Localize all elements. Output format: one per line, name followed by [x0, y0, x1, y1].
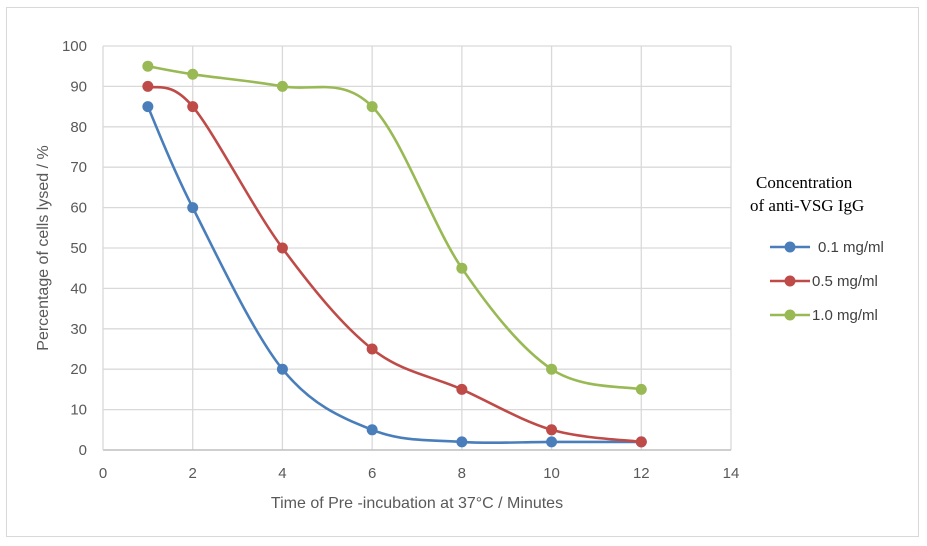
data-point	[187, 202, 199, 214]
axes	[102, 46, 731, 451]
series-1-0-mg-ml	[142, 60, 647, 395]
y-tick-label: 40	[70, 280, 87, 297]
series-0-1-mg-ml	[142, 101, 647, 448]
x-tick-label: 2	[189, 465, 197, 482]
legend-swatch-marker	[784, 241, 796, 253]
y-tick-label: 60	[70, 200, 87, 217]
data-point	[546, 363, 558, 375]
legend-title-line1: Concentration	[756, 173, 853, 192]
data-point	[142, 80, 154, 92]
legend-label: 0.1 mg/ml	[818, 239, 884, 256]
x-tick-label: 0	[99, 465, 107, 482]
data-point	[366, 343, 378, 355]
y-tick-labels: 0 10 20 30 40 50 60 70 80 90 100	[62, 38, 87, 459]
y-tick-label: 30	[70, 321, 87, 338]
legend: Concentration of anti-VSG IgG 0.1 mg/ml 0…	[750, 173, 884, 324]
x-axis-title: Time of Pre -incubation at 37°C / Minute…	[271, 495, 563, 512]
data-point	[546, 436, 558, 448]
legend-swatch-marker	[784, 275, 796, 287]
data-point	[366, 101, 378, 113]
data-point	[187, 101, 199, 113]
series-line	[146, 106, 642, 445]
chart-frame	[6, 7, 919, 537]
data-point	[142, 101, 154, 113]
y-tick-label: 70	[70, 159, 87, 176]
y-tick-label: 100	[62, 38, 87, 55]
legend-title-line2: of anti-VSG IgG	[750, 196, 864, 215]
data-point	[635, 436, 647, 448]
data-point	[546, 424, 558, 436]
y-tick-label: 10	[70, 402, 87, 419]
x-tick-label: 8	[458, 465, 466, 482]
legend-label: 1.0 mg/ml	[812, 307, 878, 324]
y-tick-label: 0	[79, 442, 87, 459]
x-tick-label: 6	[368, 465, 376, 482]
x-tick-label: 14	[723, 465, 740, 482]
y-tick-label: 20	[70, 361, 87, 378]
y-tick-label: 50	[70, 240, 87, 257]
legend-item[interactable]: 1.0 mg/ml	[770, 307, 878, 324]
data-point	[142, 60, 154, 72]
data-point	[456, 436, 468, 448]
data-point	[276, 242, 288, 254]
data-point	[456, 383, 468, 395]
x-tick-label: 4	[278, 465, 286, 482]
series-line	[147, 64, 642, 391]
x-tick-label: 12	[633, 465, 650, 482]
data-point	[456, 262, 468, 274]
data-point	[366, 424, 378, 436]
data-point	[276, 80, 288, 92]
legend-label: 0.5 mg/ml	[812, 273, 878, 290]
legend-swatch-marker	[784, 309, 796, 321]
x-tick-labels: 0 2 4 6 8 10 12 14	[99, 465, 740, 482]
y-tick-label: 80	[70, 119, 87, 136]
data-point	[187, 68, 199, 80]
data-point	[635, 383, 647, 395]
y-tick-label: 90	[70, 78, 87, 95]
series-group	[142, 60, 647, 448]
gridlines	[103, 45, 732, 450]
legend-item[interactable]: 0.1 mg/ml	[770, 239, 884, 256]
data-point	[276, 363, 288, 375]
legend-item[interactable]: 0.5 mg/ml	[770, 273, 878, 290]
series-0-5-mg-ml	[142, 80, 647, 448]
x-tick-label: 10	[543, 465, 560, 482]
y-axis-title: Percentage of cells lysed / %	[35, 145, 52, 350]
